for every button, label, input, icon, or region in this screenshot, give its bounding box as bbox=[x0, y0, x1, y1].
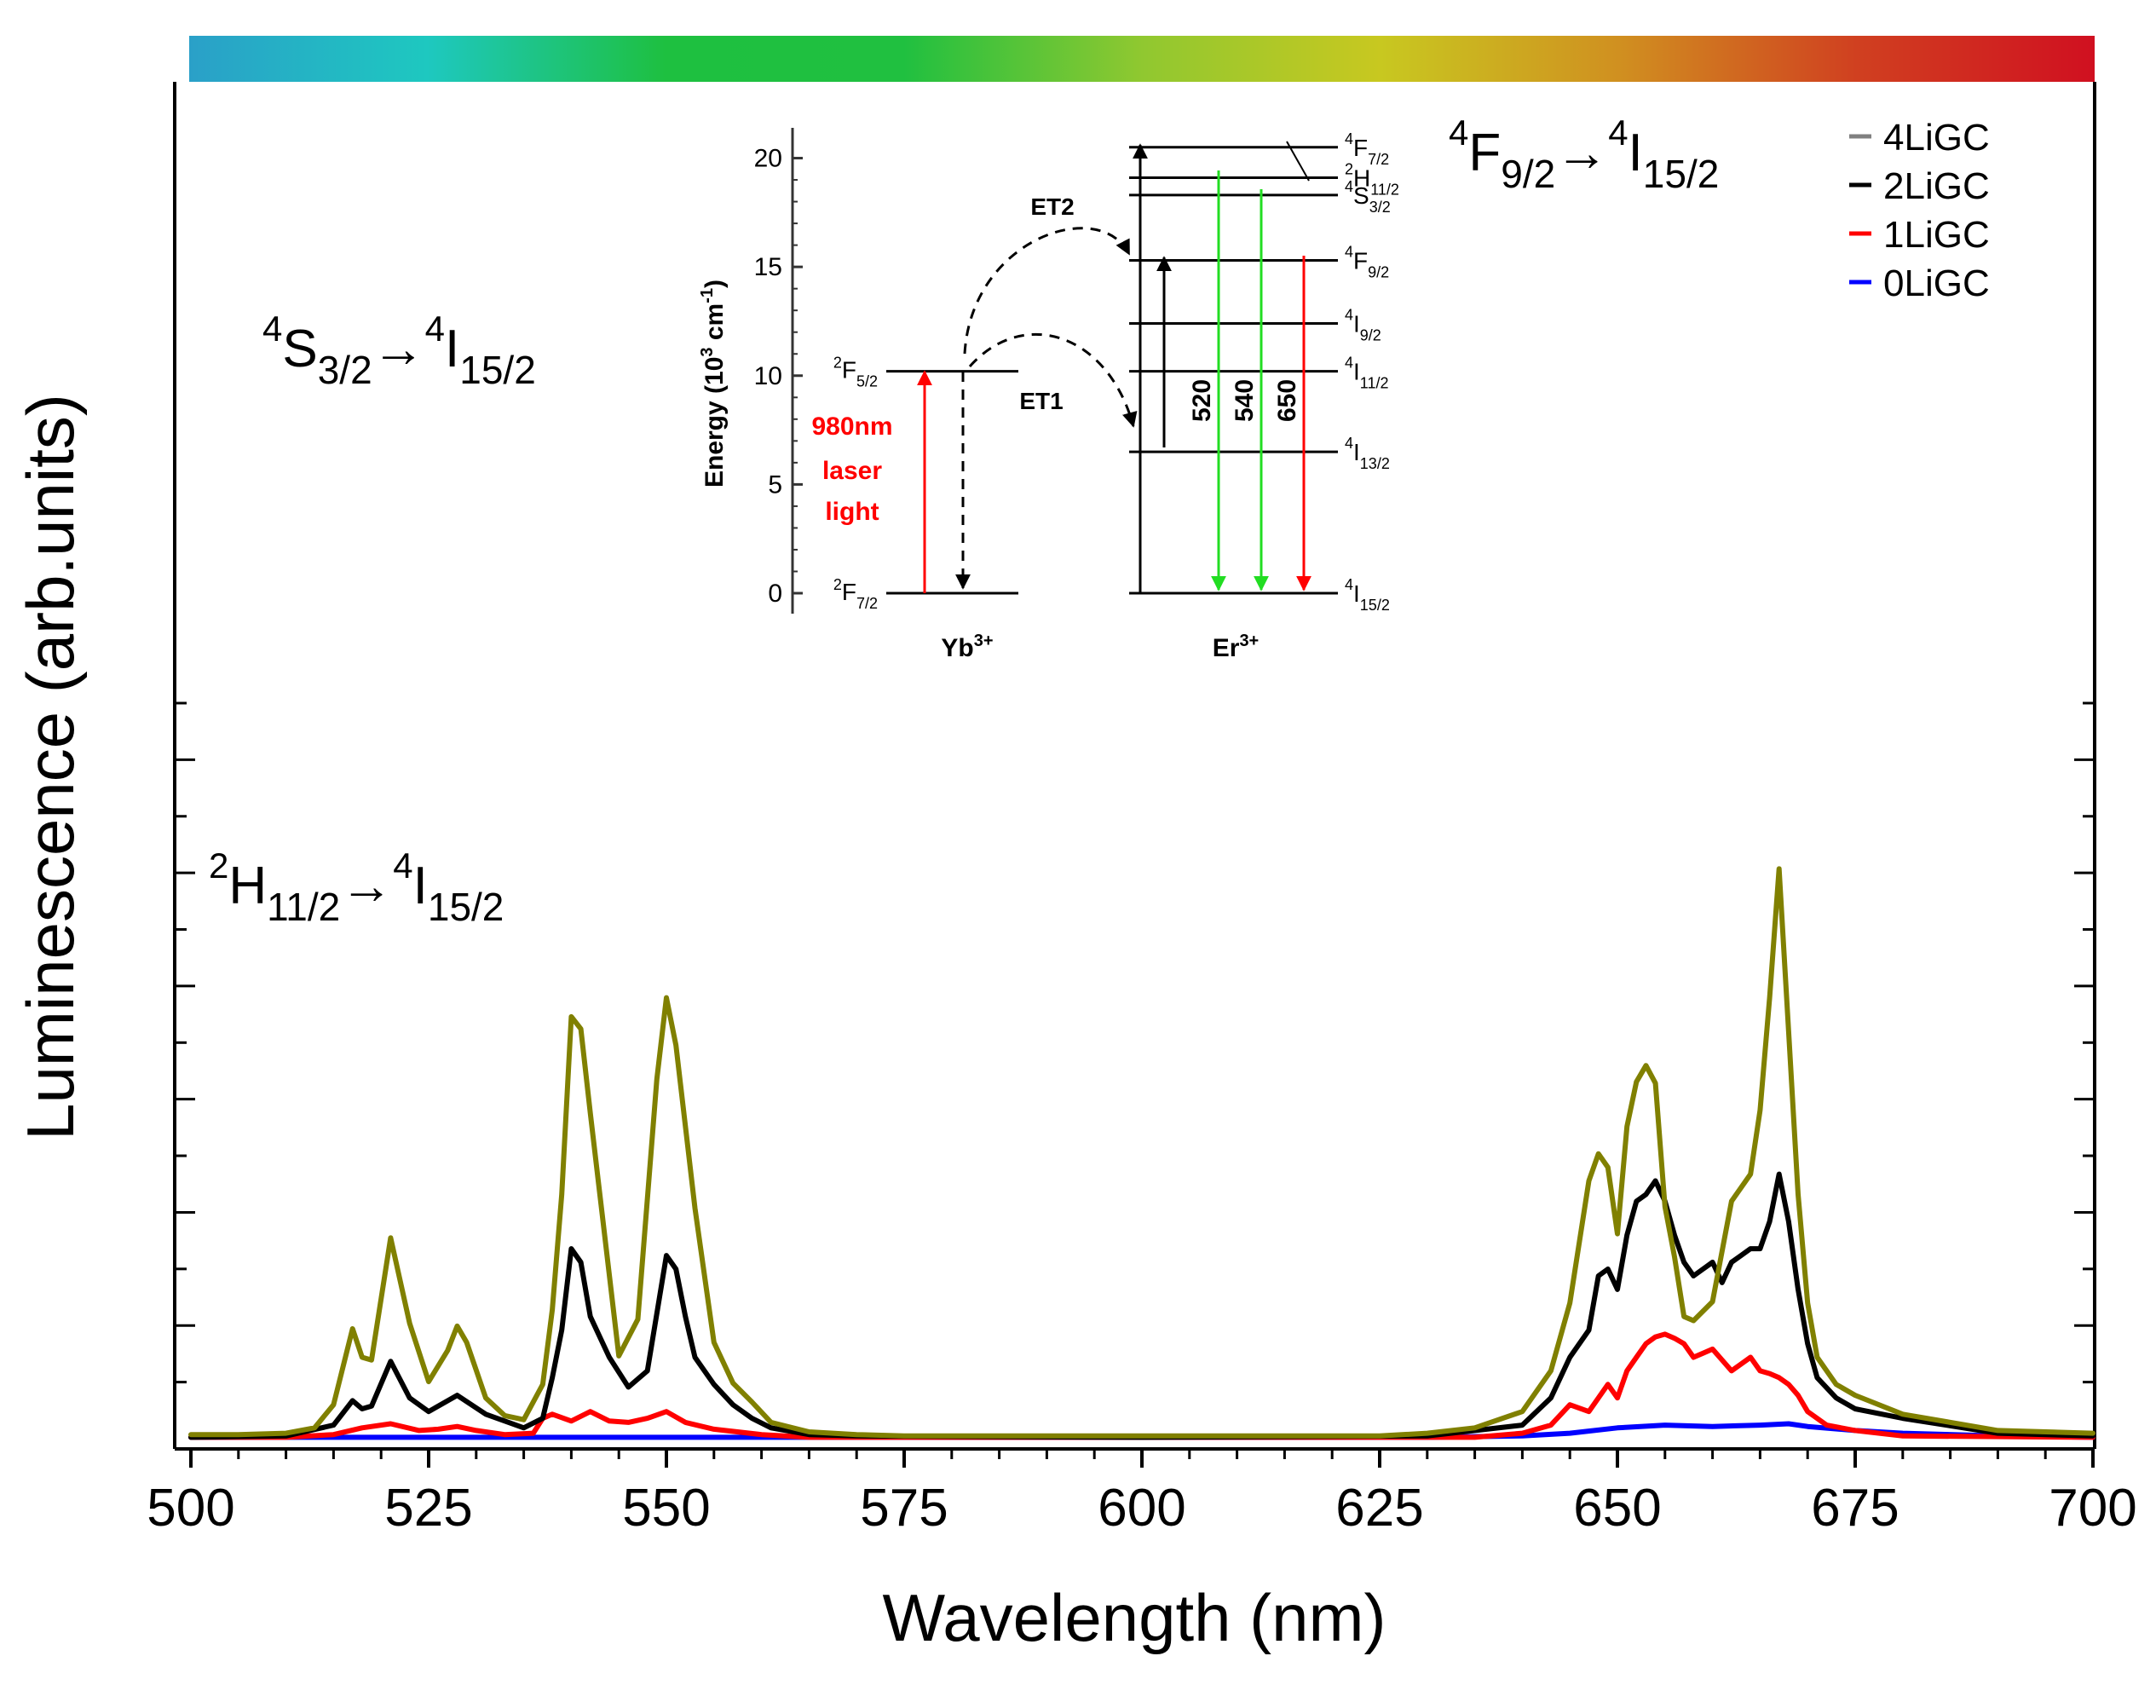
series-group bbox=[188, 866, 2095, 1440]
et1-label: ET1 bbox=[1019, 388, 1063, 414]
x-tick-label-700: 700 bbox=[2049, 1479, 2136, 1538]
y-axis-title: Luminescence (arb.units) bbox=[13, 394, 88, 1140]
inset-y-axis-title: Energy (103 cm-1) bbox=[698, 280, 729, 488]
peak-4f-sup: 4 bbox=[1449, 113, 1468, 153]
axes: 500 525 550 575 600 625 650 675 700 bbox=[147, 82, 2137, 1538]
peak-2h-arrow: → bbox=[340, 857, 393, 915]
et2-curve bbox=[963, 227, 1131, 355]
laser-text-line2: laser bbox=[822, 457, 882, 485]
er-level-label: 2H11/2 bbox=[1345, 160, 1399, 198]
et1-curve bbox=[968, 333, 1138, 428]
inset-y-tick-label-0: 0 bbox=[768, 580, 782, 608]
inset-y-tick-label-10: 10 bbox=[754, 362, 782, 390]
series-line-2LiGC bbox=[188, 1171, 2095, 1440]
peak-4s-sub2: 15/2 bbox=[459, 348, 536, 392]
peak-4s-letter2: I bbox=[445, 320, 459, 378]
x-tick-label-500: 500 bbox=[147, 1479, 234, 1538]
peak-label-4s32: 4S3/2→4I15/2 bbox=[262, 309, 536, 392]
peak-2h-sup: 2 bbox=[209, 845, 228, 886]
inset-y-tick-label-15: 15 bbox=[754, 253, 782, 281]
peak-label-2h11: 2H11/2→4I15/2 bbox=[209, 845, 504, 929]
er-level-label: 4I9/2 bbox=[1345, 307, 1381, 344]
peak-label-4f92: 4F9/2→4I15/2 bbox=[1449, 113, 1719, 196]
peak-4s-sub: 3/2 bbox=[318, 348, 372, 392]
inset-y-tick-label-20: 20 bbox=[754, 145, 782, 173]
legend-label-0LiGC: 0LiGC bbox=[1883, 263, 1990, 304]
x-axis-title: Wavelength (nm) bbox=[883, 1580, 1386, 1655]
h11-leader-line bbox=[1286, 141, 1310, 182]
peak-4s-arrow: → bbox=[372, 320, 425, 378]
er-ion-label: Er3+ bbox=[1213, 632, 1260, 662]
emission-520-label: 520 bbox=[1188, 379, 1216, 422]
peak-4f-sup2: 4 bbox=[1608, 113, 1628, 153]
laser-text-line1: 980nm bbox=[811, 413, 892, 441]
inset-y-tick-label-5: 5 bbox=[768, 470, 782, 499]
peak-4f-letter2: I bbox=[1629, 124, 1643, 182]
peak-labels: 2H11/2→4I15/2 4S3/2→4I15/2 4F9/2→4I15/2 bbox=[209, 113, 1719, 929]
x-tick-label-650: 650 bbox=[1573, 1479, 1661, 1538]
legend-label-4LiGC: 4LiGC bbox=[1883, 117, 1990, 159]
er-level-label: 4S3/2 bbox=[1345, 178, 1391, 216]
x-tick-label-550: 550 bbox=[622, 1479, 710, 1538]
legend: 4LiGC 2LiGC 1LiGC 0LiGC bbox=[1849, 117, 1990, 304]
legend-label-2LiGC: 2LiGC bbox=[1883, 165, 1990, 207]
laser-text-line3: light bbox=[825, 498, 879, 526]
peak-2h-sub2: 15/2 bbox=[428, 885, 504, 929]
peak-2h-letter: H bbox=[228, 857, 267, 915]
er-level-label: 4I11/2 bbox=[1345, 355, 1389, 392]
x-tick-label-575: 575 bbox=[860, 1479, 948, 1538]
peak-4f-arrow: → bbox=[1555, 124, 1608, 182]
series-line-1LiGC bbox=[188, 1331, 2095, 1440]
er-level-label: 4F9/2 bbox=[1345, 243, 1389, 280]
legend-label-1LiGC: 1LiGC bbox=[1883, 214, 1990, 256]
peak-4f-sub2: 15/2 bbox=[1643, 152, 1720, 196]
yb-level-label: 2F7/2 bbox=[833, 576, 878, 612]
x-tick-label-675: 675 bbox=[1811, 1479, 1899, 1538]
er-level-label: 4I13/2 bbox=[1345, 435, 1390, 472]
peak-4f-sub: 9/2 bbox=[1501, 152, 1555, 196]
er-level-label: 4I15/2 bbox=[1345, 576, 1390, 614]
energy-level-inset: 0 5 10 15 20 Energy (103 cm-1) 2F7/2 2F5/2 4I… bbox=[698, 128, 1399, 662]
peak-2h-sub: 11/2 bbox=[267, 885, 340, 929]
spectrum-colorbar bbox=[189, 36, 2095, 82]
x-tick-label-625: 625 bbox=[1335, 1479, 1423, 1538]
peak-4f-letter: F bbox=[1468, 124, 1501, 182]
emission-650-label: 650 bbox=[1273, 379, 1301, 422]
x-tick-label-525: 525 bbox=[384, 1479, 472, 1538]
et2-label: ET2 bbox=[1030, 193, 1074, 220]
peak-2h-sup2: 4 bbox=[393, 845, 412, 886]
peak-4s-sup: 4 bbox=[262, 309, 282, 349]
yb-ion-label: Yb3+ bbox=[941, 632, 993, 662]
er-level-label: 4F7/2 bbox=[1345, 130, 1389, 168]
peak-4s-sup2: 4 bbox=[425, 309, 445, 349]
yb-level-label: 2F5/2 bbox=[833, 355, 878, 390]
series-line-4LiGC bbox=[188, 866, 2095, 1439]
emission-540-label: 540 bbox=[1231, 379, 1259, 422]
x-tick-label-600: 600 bbox=[1098, 1479, 1185, 1538]
peak-4s-letter: S bbox=[282, 320, 317, 378]
peak-2h-letter2: I bbox=[413, 857, 428, 915]
